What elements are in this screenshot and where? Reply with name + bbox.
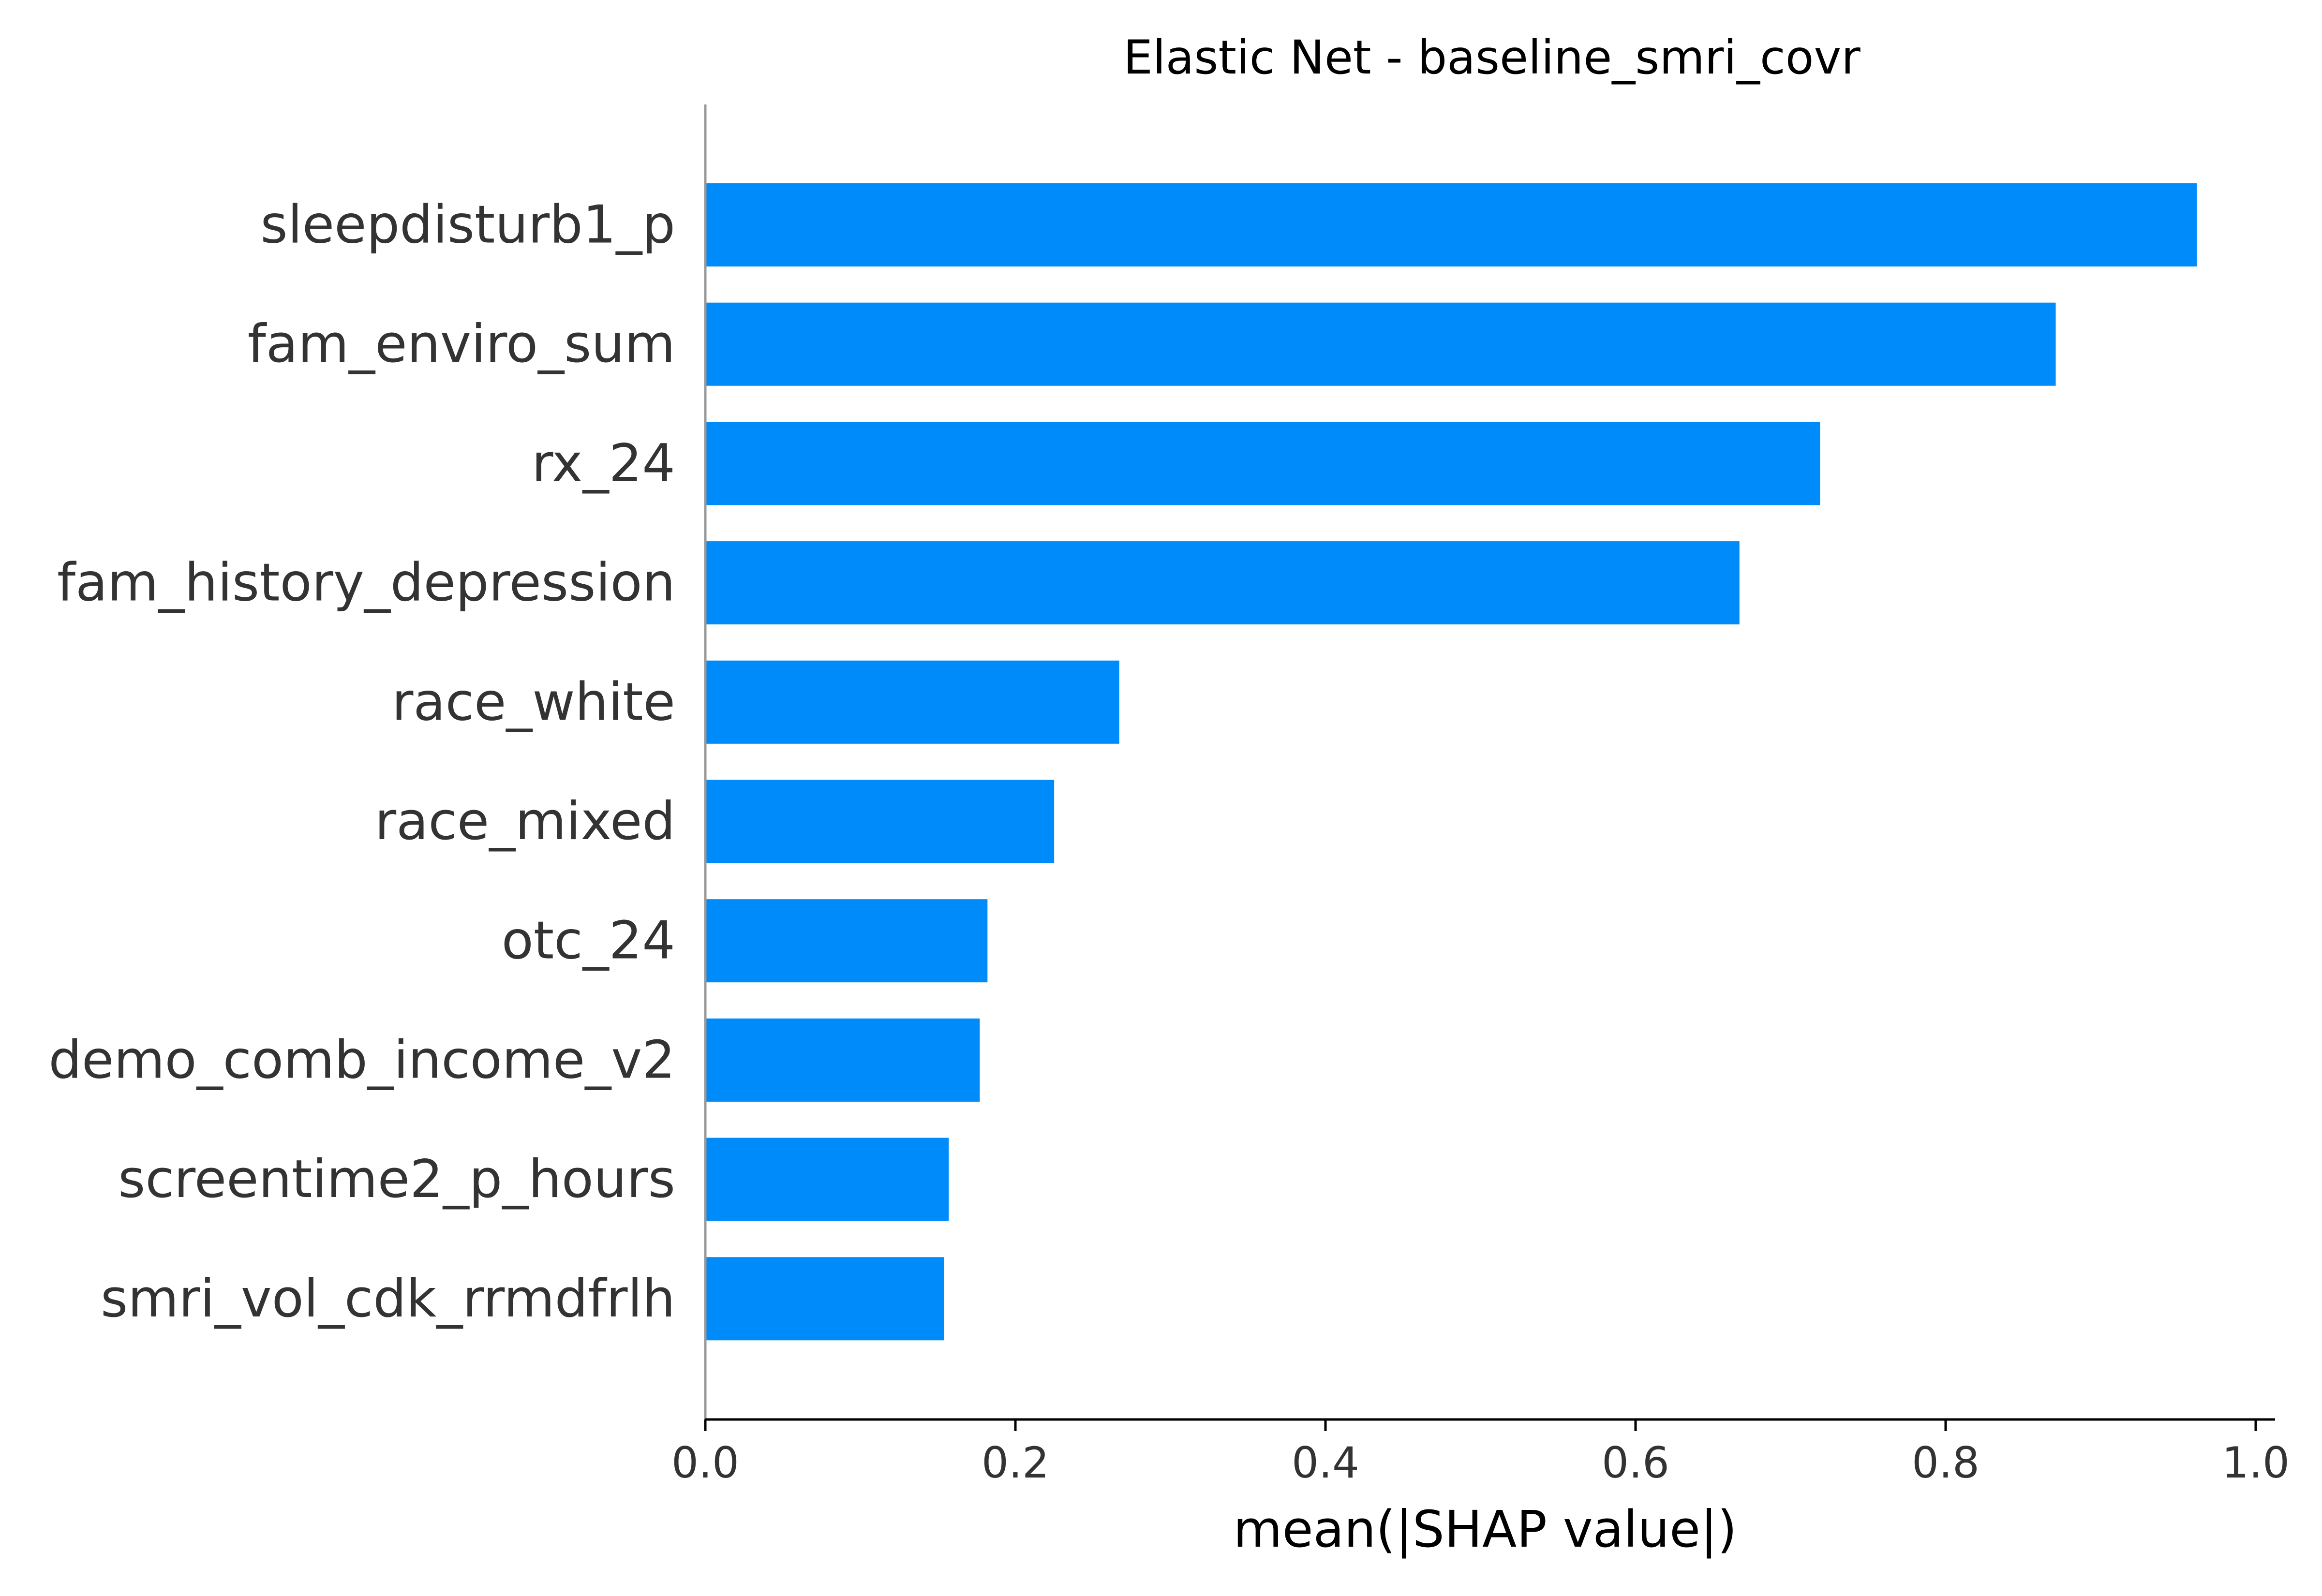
bar-race_white xyxy=(705,660,1119,744)
bar-fam_enviro_sum xyxy=(705,302,2056,386)
x-tick-label: 0.8 xyxy=(1912,1438,1980,1488)
bar-smri_vol_cdk_rrmdfrlh xyxy=(705,1257,944,1341)
feature-label-fam_history_depression: fam_history_depression xyxy=(57,553,675,613)
bar-sleepdisturb1_p xyxy=(705,183,2197,266)
feature-label-demo_comb_income_v2: demo_comb_income_v2 xyxy=(48,1030,675,1090)
feature-labels-group: sleepdisturb1_p fam_enviro_sum rx_24 fam_hi… xyxy=(48,195,675,1329)
bar-demo_comb_income_v2 xyxy=(705,1018,980,1102)
x-tick-label: 0.0 xyxy=(671,1438,739,1488)
feature-label-race_white: race_white xyxy=(392,672,675,732)
chart-title: Elastic Net - baseline_smri_covr xyxy=(1123,30,1861,85)
bar-rx_24 xyxy=(705,422,1820,505)
feature-label-screentime2_p_hours: screentime2_p_hours xyxy=(118,1149,675,1210)
feature-label-fam_enviro_sum: fam_enviro_sum xyxy=(248,314,675,374)
bar-screentime2_p_hours xyxy=(705,1138,949,1221)
feature-label-race_mixed: race_mixed xyxy=(375,791,675,852)
x-tick-label: 0.2 xyxy=(982,1438,1049,1488)
bars-group xyxy=(705,183,2197,1341)
x-axis-label: mean(|SHAP value|) xyxy=(1233,1500,1737,1559)
feature-label-sleepdisturb1_p: sleepdisturb1_p xyxy=(260,195,675,255)
x-ticks-group: 0.0 0.2 0.4 0.6 0.8 1.0 xyxy=(671,1419,2290,1488)
feature-label-rx_24: rx_24 xyxy=(532,433,675,494)
x-tick-label: 0.4 xyxy=(1292,1438,1359,1488)
feature-label-smri_vol_cdk_rrmdfrlh: smri_vol_cdk_rrmdfrlh xyxy=(101,1269,675,1329)
x-tick-label: 1.0 xyxy=(2222,1438,2290,1488)
feature-label-otc_24: otc_24 xyxy=(502,911,675,971)
bar-otc_24 xyxy=(705,899,988,983)
bar-race_mixed xyxy=(705,780,1055,863)
bar-fam_history_depression xyxy=(705,541,1740,625)
x-tick-label: 0.6 xyxy=(1602,1438,1669,1488)
